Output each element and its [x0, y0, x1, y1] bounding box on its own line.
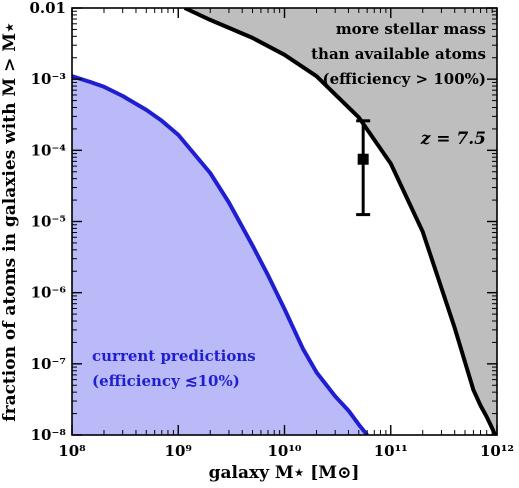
- y-tick-label: 10⁻⁵: [31, 213, 66, 231]
- annotation-upper-1: more stellar mass: [336, 20, 486, 38]
- y-tick-label: 10⁻⁴: [31, 141, 67, 159]
- y-tick-label: 10⁻⁷: [31, 355, 66, 373]
- series-fill-1: [72, 76, 368, 435]
- x-tick-label: 10¹²: [480, 442, 514, 460]
- annotation-lower-1: current predictions: [92, 347, 256, 365]
- x-tick-label: 10⁸: [58, 442, 86, 460]
- data-point-square: [357, 153, 369, 165]
- series-line-1: [72, 74, 369, 435]
- y-tick-label: 0.01: [29, 0, 66, 17]
- y-axis-label: fraction of atoms in galaxies with M > M…: [0, 22, 20, 421]
- annotation-upper-2: than available atoms: [311, 45, 486, 63]
- y-tick-label: 10⁻⁸: [31, 426, 67, 444]
- annotation-upper-3: (efficiency > 100%): [323, 70, 486, 88]
- redshift-label: z = 7.5: [420, 129, 486, 149]
- x-axis-label: galaxy M⋆ [M⊙]: [209, 463, 360, 483]
- annotation-lower-2: (efficiency ≲10%): [92, 372, 240, 390]
- series-fill-0: [184, 8, 497, 435]
- x-tick-label: 10¹⁰: [267, 442, 301, 460]
- series-line-0: [183, 8, 497, 435]
- y-tick-label: 10⁻⁶: [31, 284, 67, 302]
- x-tick-label: 10⁹: [165, 442, 192, 460]
- x-tick-label: 10¹¹: [374, 442, 408, 460]
- y-tick-label: 10⁻³: [31, 70, 66, 88]
